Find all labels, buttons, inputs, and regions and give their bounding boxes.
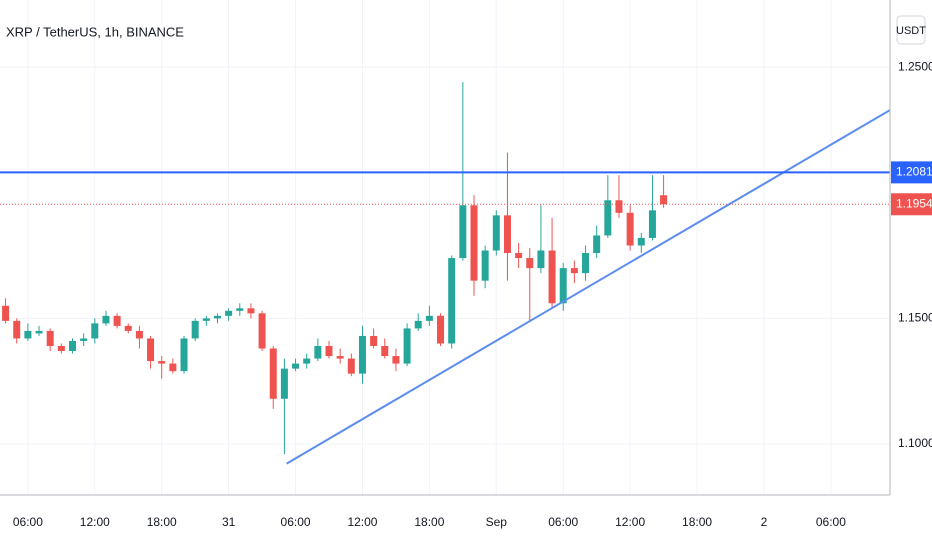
candle-body xyxy=(102,315,110,324)
candle-body xyxy=(481,250,489,281)
candle-body xyxy=(570,268,578,274)
candle-body xyxy=(35,330,43,334)
chart-title: XRP / TetherUS, 1h, BINANCE xyxy=(6,24,184,39)
y-tick-label: 1.2500 xyxy=(898,59,932,73)
candle-body xyxy=(604,200,612,236)
x-tick-label: 06:00 xyxy=(281,515,311,529)
x-tick-label: 18:00 xyxy=(414,515,444,529)
candle-body xyxy=(191,320,199,339)
currency-button[interactable] xyxy=(896,15,926,45)
candle-body xyxy=(503,215,511,254)
candle-body xyxy=(637,237,645,246)
labels: 1.2500 1.1500 1.1000 06:00 12:00 18:00 31 06:00… xyxy=(13,59,932,529)
candle-body xyxy=(548,250,556,304)
x-tick-label: 12:00 xyxy=(347,515,377,529)
candle-body xyxy=(414,320,422,329)
candle-body xyxy=(626,212,634,246)
y-tick-label: 1.1000 xyxy=(898,436,932,450)
candle-body xyxy=(225,310,233,316)
candle-body xyxy=(370,335,378,346)
candle-body xyxy=(448,258,456,344)
candle-body xyxy=(135,330,143,339)
candle-body xyxy=(336,356,344,359)
candle-body xyxy=(147,338,155,362)
candle-body xyxy=(236,308,244,311)
candle-body xyxy=(347,358,355,374)
x-tick-label: 12:00 xyxy=(80,515,110,529)
candle-body xyxy=(648,210,656,238)
x-tick-label: 18:00 xyxy=(682,515,712,529)
candle-body xyxy=(68,340,76,352)
x-tick-label: 12:00 xyxy=(615,515,645,529)
candle-body xyxy=(559,268,567,304)
candle-body xyxy=(470,205,478,281)
candle-body xyxy=(303,358,311,364)
candle-body xyxy=(292,363,300,369)
candle-body xyxy=(258,313,266,349)
marks xyxy=(0,82,891,465)
candle-body xyxy=(459,205,467,259)
candle-body xyxy=(158,361,166,364)
x-tick-label: 06:00 xyxy=(13,515,43,529)
price-label-box xyxy=(891,161,932,184)
candle-body xyxy=(660,195,668,205)
trend-line xyxy=(286,109,891,465)
candle-body xyxy=(403,328,411,364)
x-tick-label: 18:00 xyxy=(147,515,177,529)
candle-body xyxy=(314,345,322,359)
candle-body xyxy=(526,258,534,269)
candle-body xyxy=(582,253,590,274)
x-tick-label: 06:00 xyxy=(548,515,578,529)
candle-body xyxy=(124,325,132,331)
price-label: 1.2081 xyxy=(896,165,932,179)
candle-body xyxy=(537,250,545,269)
x-tick-label: 2 xyxy=(761,515,768,529)
candle-body xyxy=(80,338,88,341)
candle-body xyxy=(425,315,433,321)
candle-body xyxy=(358,335,366,374)
x-tick-label: 31 xyxy=(222,515,236,529)
candle-body xyxy=(213,315,221,319)
candle-body xyxy=(169,363,177,372)
candle-body xyxy=(113,315,121,326)
candle-body xyxy=(515,253,523,259)
price-label-box xyxy=(891,193,932,216)
candle-body xyxy=(280,368,288,399)
x-tick-label: 06:00 xyxy=(816,515,846,529)
x-tick-label: Sep xyxy=(486,515,508,529)
candle-body xyxy=(325,345,333,357)
candle-body xyxy=(247,308,255,314)
price-label: 1.1954 xyxy=(896,196,932,210)
y-tick-label: 1.1500 xyxy=(898,311,932,325)
candle-body xyxy=(381,345,389,357)
candle-body xyxy=(57,345,65,352)
candle-body xyxy=(180,338,188,372)
candle-body xyxy=(615,200,623,213)
currency-button-label[interactable]: USDT xyxy=(896,25,926,37)
candle-body xyxy=(269,348,277,399)
candle-body xyxy=(593,235,601,254)
candle-body xyxy=(392,356,400,364)
candle-body xyxy=(492,215,500,251)
candle-body xyxy=(202,318,210,321)
candle-body xyxy=(91,323,99,339)
candle-body xyxy=(24,330,32,339)
candle-body xyxy=(46,330,54,346)
candle-body xyxy=(2,305,10,321)
candle-body xyxy=(13,320,21,339)
candle-body xyxy=(437,315,445,344)
